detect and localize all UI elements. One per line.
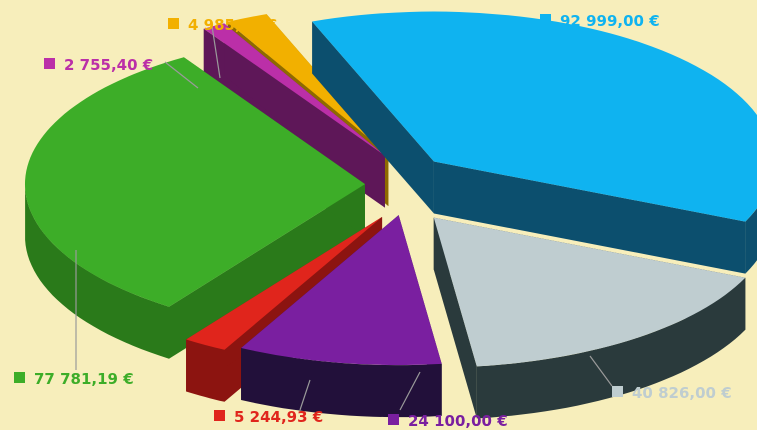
pie-data-label: 4 985,00 €: [188, 16, 277, 34]
pie-slice-wall: [169, 184, 366, 359]
pie-slice-side: [476, 277, 746, 419]
pie-slice: [312, 11, 757, 274]
pie-legend-swatch: [388, 414, 399, 425]
pie-slice-top: [433, 217, 746, 367]
pie-label-leader: [211, 25, 221, 79]
pie-slice-top: [186, 216, 383, 350]
pie-data-label: 2 755,40 €: [64, 56, 153, 74]
pie-slice: [433, 217, 746, 419]
pie-slice-wall: [433, 161, 746, 274]
pie-slice: [241, 215, 442, 418]
pie-slice-top: [24, 57, 366, 307]
pie-slice-top: [203, 23, 385, 156]
pie-slice-side: [745, 208, 757, 274]
pie-slice-top: [227, 14, 389, 155]
pie-legend-swatch: [214, 410, 225, 421]
pie-slice: [203, 23, 385, 208]
pie-slice-wall: [186, 216, 383, 392]
pie-data-label: 77 781,19 €: [34, 370, 134, 388]
pie-slice-side: [186, 339, 225, 402]
pie-slice-side: [241, 348, 442, 418]
pie-data-label: 24 100,00 €: [408, 412, 508, 430]
pie-label-leader: [589, 355, 613, 387]
pie-slice-wall: [433, 217, 477, 419]
pie-slice-wall: [312, 21, 434, 214]
pie-label-leader: [399, 371, 421, 411]
pie-data-label: 40 826,00 €: [632, 384, 732, 402]
pie-slices: [24, 11, 757, 419]
pie-slice-side: [25, 187, 169, 359]
pie-legend-swatch: [612, 386, 623, 397]
pie-legend-swatch: [540, 14, 551, 25]
pie-legend-swatch: [44, 58, 55, 69]
pie-legend-swatch: [168, 18, 179, 29]
pie-label-leader: [164, 61, 199, 89]
pie-data-label: 92 999,00 €: [560, 12, 660, 30]
pie-slice-top: [312, 11, 757, 222]
pie-slice-top: [241, 215, 442, 366]
pie-legend-swatch: [14, 372, 25, 383]
pie-data-label: 5 244,93 €: [234, 408, 323, 426]
pie-label-leader: [299, 379, 311, 411]
pie-labels: 92 999,00 € 40 826,00 € 24 100,00 € 5 244,9…: [14, 12, 732, 430]
pie-slice: [24, 57, 366, 359]
